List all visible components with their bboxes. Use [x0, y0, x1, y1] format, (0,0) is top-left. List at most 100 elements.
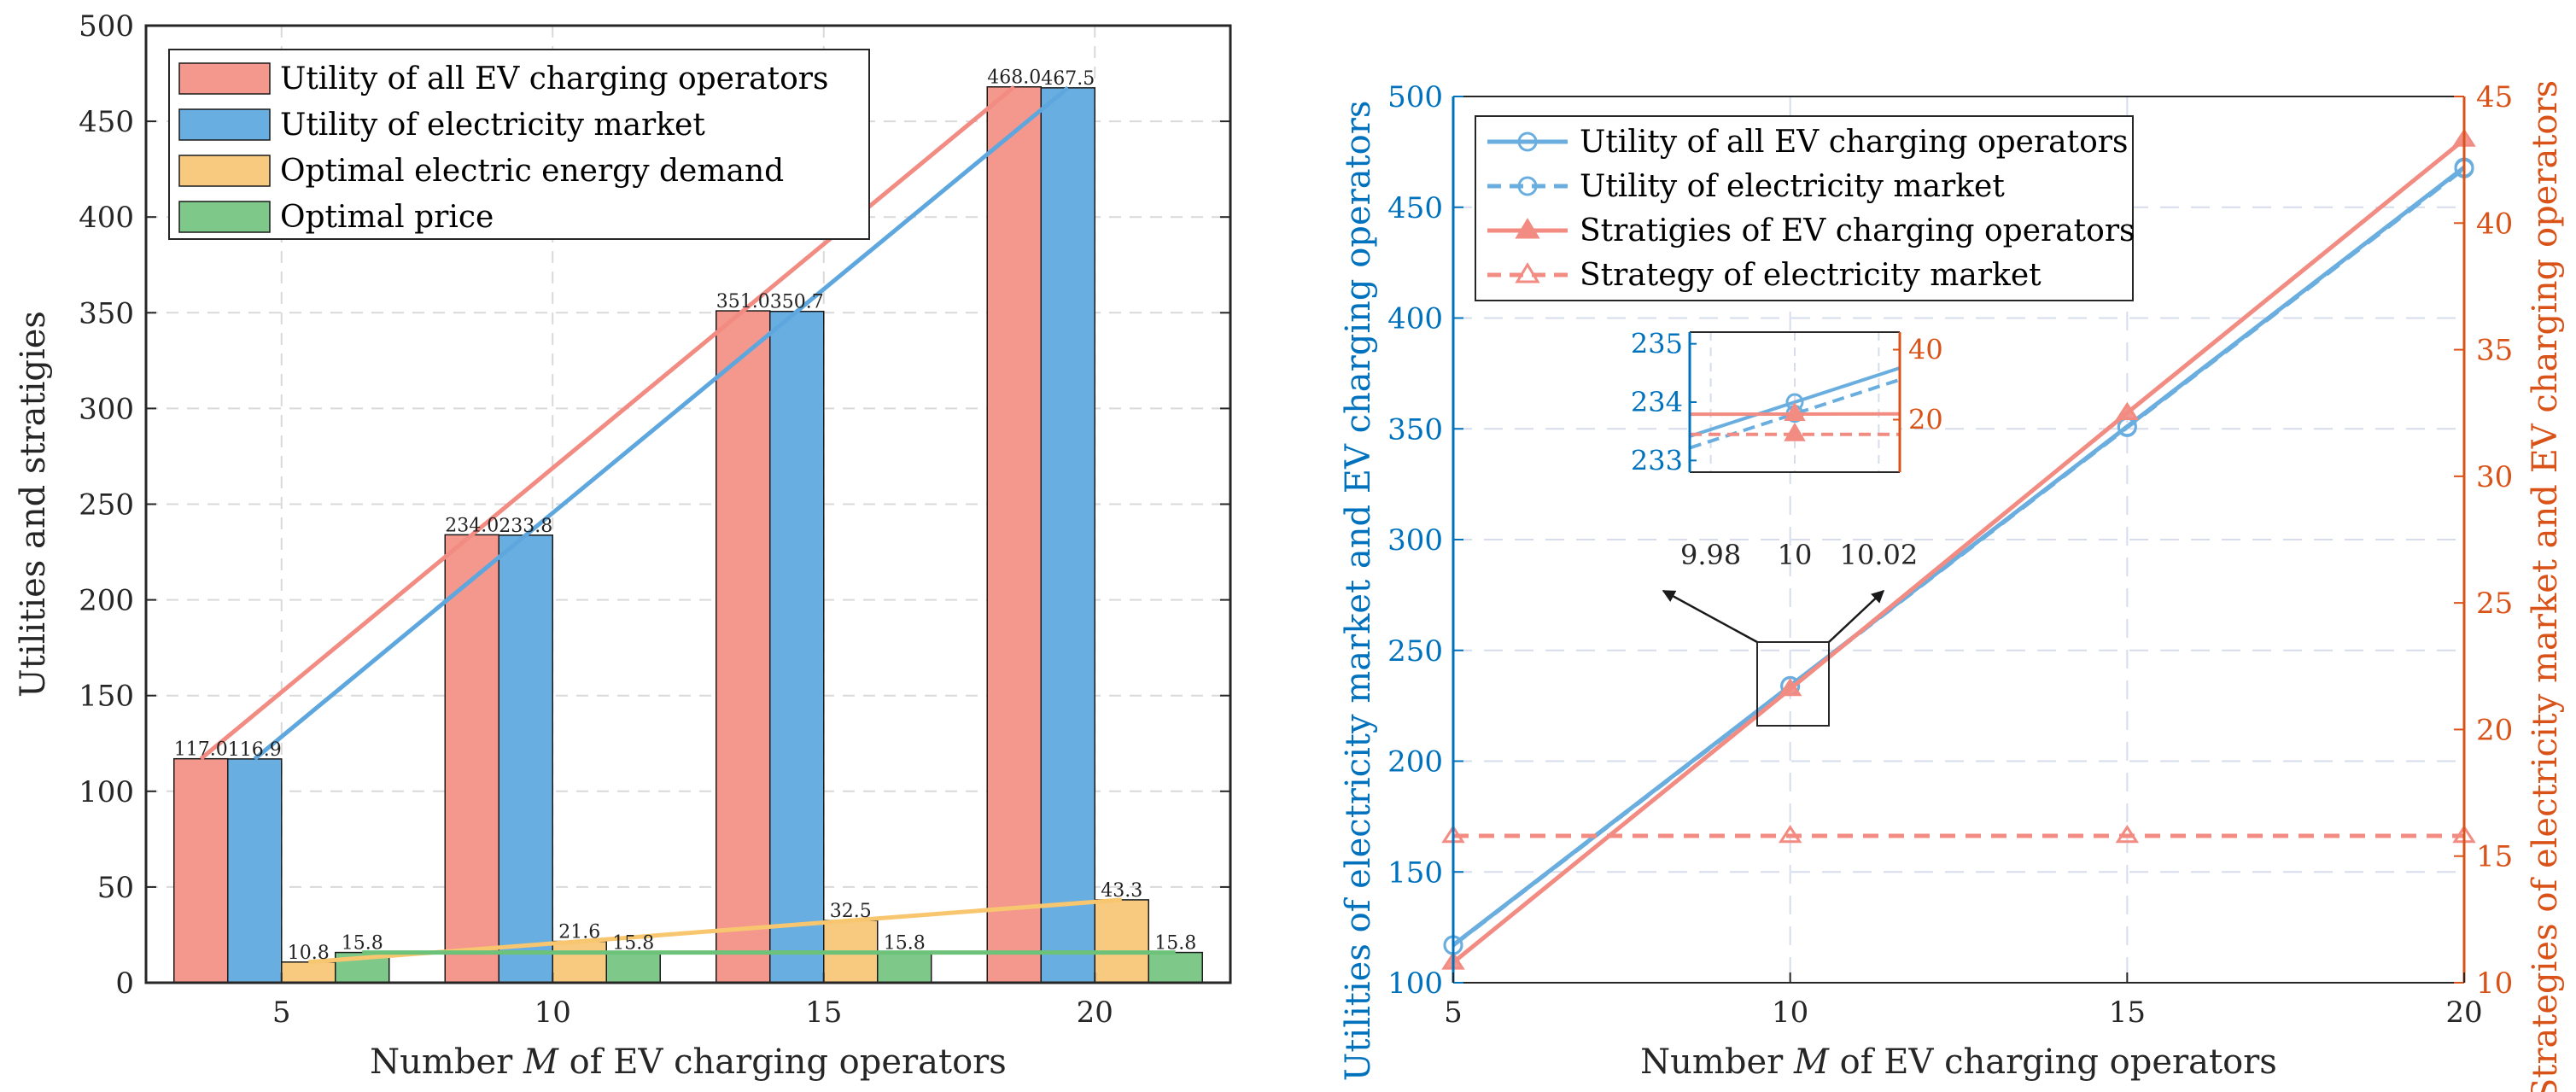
inset-x-tick-label: 9.98 — [1680, 539, 1741, 571]
x-tick-label: 20 — [2445, 996, 2482, 1030]
data-label: 15.8 — [884, 933, 926, 955]
legend-label: Optimal price — [280, 200, 494, 235]
bar — [769, 310, 825, 984]
inset-y-left-tick-label: 235 — [1631, 328, 1683, 360]
x-tick-label: 5 — [272, 996, 291, 1030]
legend-label: Utility of all EV charging operators — [1580, 125, 2128, 160]
bar — [227, 758, 283, 984]
y-right-tick-label: 30 — [2476, 460, 2513, 494]
x-tick-label: 15 — [2109, 996, 2146, 1030]
x-axis-label: Number M of EV charging operators — [370, 1042, 1007, 1082]
bar — [281, 961, 336, 984]
y-right-tick-label: 25 — [2476, 587, 2513, 621]
trend-line — [199, 85, 1016, 761]
y-left-tick-label: 450 — [1387, 191, 1443, 225]
y-axis-label: Utilities and stratigies — [14, 311, 53, 698]
data-label: 116.9 — [228, 739, 282, 761]
inset-y-left-tick-label: 234 — [1631, 386, 1683, 418]
bar — [986, 85, 1042, 984]
y-left-tick-label: 150 — [1387, 855, 1443, 890]
y-tick-label: 350 — [79, 296, 134, 330]
legend-swatch — [178, 108, 271, 141]
y-left-tick-label: 400 — [1387, 302, 1443, 336]
inset-y-left-tick-label: 233 — [1631, 444, 1683, 476]
y-tick-label: 0 — [115, 966, 134, 1001]
marker-triangle — [1778, 825, 1802, 844]
y-tick-label: 150 — [79, 680, 134, 714]
bar — [877, 951, 932, 984]
bar — [552, 940, 607, 984]
legend-swatch — [178, 62, 271, 95]
legend-label: Utility of electricity market — [1580, 169, 2005, 204]
y-left-tick-label: 200 — [1387, 745, 1443, 780]
data-label: 10.8 — [288, 943, 330, 964]
inset-y-right-tick-label: 20 — [1908, 404, 1943, 436]
x-tick-label: 20 — [1077, 996, 1113, 1030]
bar — [716, 310, 771, 984]
marker-triangle — [2115, 825, 2140, 844]
legend-marker — [1515, 262, 1540, 283]
legend-marker — [1515, 218, 1540, 239]
data-label: 15.8 — [1154, 933, 1196, 955]
y-right-tick-label: 45 — [2476, 80, 2513, 114]
trend-line — [253, 85, 1070, 761]
y-tick-label: 200 — [79, 584, 134, 618]
y-right-tick-label: 15 — [2476, 840, 2513, 874]
y-right-axis-label: Strategies of electricity market and EV … — [2526, 80, 2565, 1092]
data-label: 351.0 — [716, 291, 770, 312]
data-label: 21.6 — [558, 922, 600, 943]
series-line — [1452, 137, 2466, 965]
zoom-arrow-right — [1828, 589, 1885, 643]
y-right-tick-label: 20 — [2476, 713, 2513, 747]
y-tick-label: 250 — [79, 488, 134, 523]
bar — [444, 534, 499, 984]
bar — [498, 534, 553, 984]
legend-label: Utility of electricity market — [280, 108, 705, 143]
data-label: 117.0 — [174, 739, 228, 761]
legend-marker — [1517, 176, 1538, 196]
y-tick-label: 50 — [97, 871, 134, 905]
legend-label: Strategy of electricity market — [1580, 258, 2042, 293]
bar-chart: 117.0 234.0 351.0 468.0 116.9 233.8 350.7 467.5… — [14, 9, 1232, 1082]
legend-label: Optimal electric energy demand — [280, 154, 784, 189]
legend-swatch — [178, 155, 271, 187]
data-label: 468.0 — [987, 67, 1041, 89]
bar — [1040, 87, 1095, 984]
bar — [1148, 951, 1203, 984]
line-chart: 100 150 200 250 300 350 400 450 500 10 15 20 25 30 35 4… — [1339, 80, 2565, 1092]
inset-marker — [1784, 422, 1806, 441]
x-tick-label: 10 — [534, 996, 571, 1030]
y-tick-label: 100 — [79, 775, 134, 809]
zoom-box — [1756, 641, 1830, 727]
data-label: 467.5 — [1041, 68, 1095, 90]
inset-x-tick-label: 10.02 — [1840, 539, 1919, 571]
data-label: 350.7 — [770, 292, 824, 313]
inset-series — [1690, 366, 1900, 450]
y-tick-label: 500 — [79, 9, 134, 44]
data-label: 43.3 — [1101, 880, 1142, 902]
bar — [1094, 899, 1149, 984]
y-tick-label: 400 — [79, 201, 134, 235]
y-right-tick-label: 35 — [2476, 334, 2513, 368]
legend-label: Stratigies of EV charging operators — [1580, 213, 2135, 248]
y-tick-label: 300 — [79, 392, 134, 426]
y-left-tick-label: 500 — [1387, 80, 1443, 114]
legend-marker — [1517, 131, 1538, 152]
x-axis-label: Number M of EV charging operators — [1640, 1042, 2277, 1082]
legend-swatch — [178, 201, 271, 233]
legend-box — [168, 49, 870, 240]
y-left-tick-label: 250 — [1387, 634, 1443, 669]
bar — [173, 757, 229, 984]
x-tick-label: 15 — [805, 996, 842, 1030]
data-label: 32.5 — [830, 901, 872, 922]
y-right-tick-label: 10 — [2476, 966, 2513, 1001]
y-tick-label: 450 — [79, 105, 134, 139]
data-label: 234.0 — [445, 515, 499, 536]
inset-marker — [1784, 401, 1806, 421]
x-tick-label: 10 — [1772, 996, 1808, 1030]
data-label: 15.8 — [612, 933, 654, 955]
inset-x-tick-label: 10 — [1778, 539, 1813, 571]
x-tick-label: 5 — [1444, 996, 1463, 1030]
y-right-tick-label: 40 — [2476, 207, 2513, 241]
legend-box — [1475, 115, 2134, 301]
